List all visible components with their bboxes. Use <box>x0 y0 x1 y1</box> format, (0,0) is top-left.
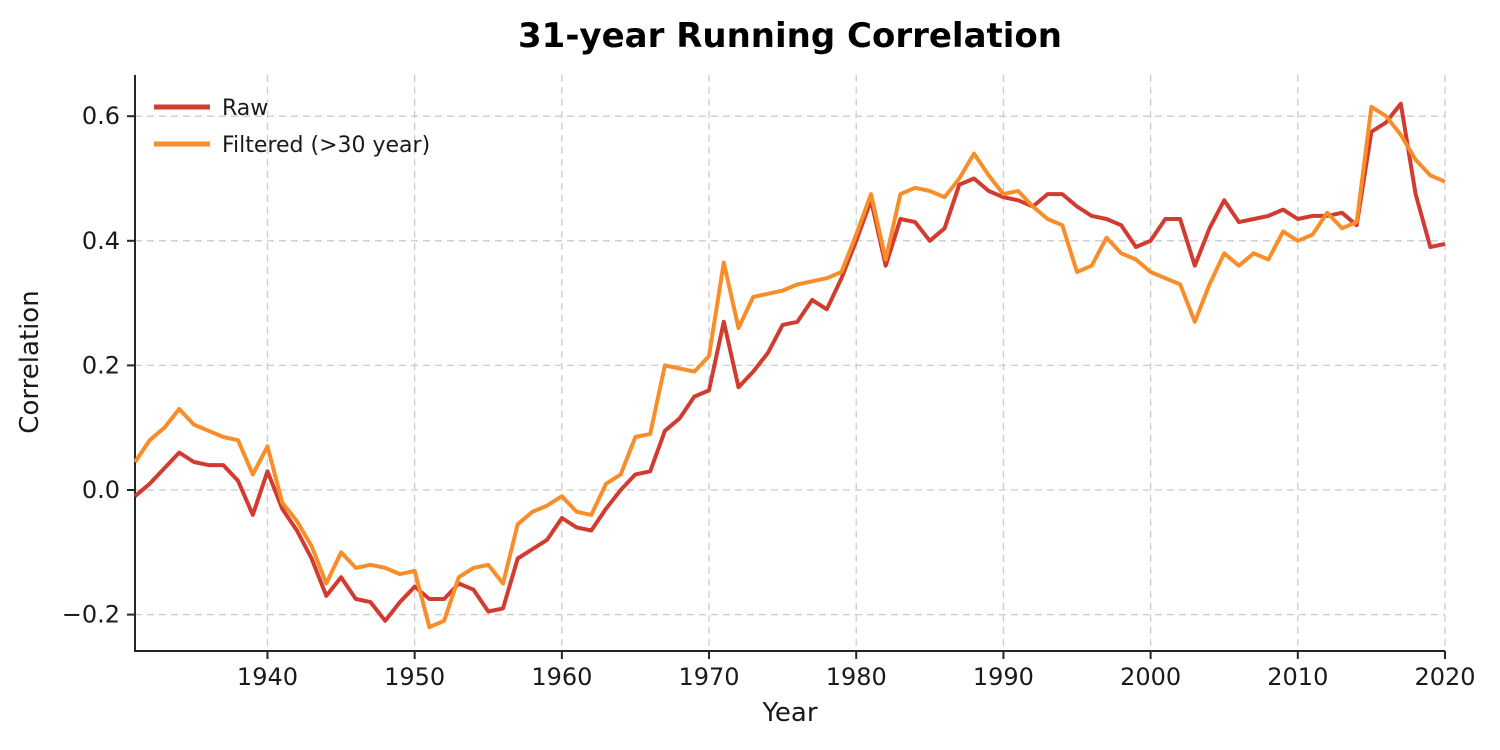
axes-spines <box>134 75 1445 652</box>
legend: Raw Filtered (>30 year) <box>154 96 430 158</box>
y-axis-label: Correlation <box>15 290 45 433</box>
x-axis-label: Year <box>761 698 817 728</box>
x-tick-label: 2010 <box>1267 663 1328 691</box>
y-tick-label: −0.2 <box>62 601 120 629</box>
x-tick-label: 2000 <box>1120 663 1181 691</box>
x-tick-label: 1970 <box>679 663 740 691</box>
data-series <box>133 101 1446 630</box>
tick-marks <box>127 115 1446 659</box>
x-tick-label: 2020 <box>1414 663 1475 691</box>
x-tick-label: 1940 <box>237 663 298 691</box>
y-tick-label: 0.6 <box>82 102 120 130</box>
y-tick-label: 0.4 <box>82 227 120 255</box>
x-tick-labels: 1940 1950 1960 1970 1980 1990 2000 2010 2020 <box>237 663 1476 691</box>
raw-series-line <box>133 101 1446 623</box>
gridlines <box>135 75 1446 651</box>
y-tick-label: 0.0 <box>82 476 120 504</box>
x-tick-label: 1950 <box>384 663 445 691</box>
x-tick-label: 1990 <box>973 663 1034 691</box>
x-tick-label: 1960 <box>531 663 592 691</box>
legend-raw-label: Raw <box>222 96 268 121</box>
x-tick-label: 1980 <box>826 663 887 691</box>
filtered-series-line <box>133 104 1446 630</box>
legend-filtered-label: Filtered (>30 year) <box>222 133 430 158</box>
y-tick-label: 0.2 <box>82 351 120 379</box>
chart-title: 31-year Running Correlation <box>518 16 1062 56</box>
y-tick-labels: −0.2 0.0 0.2 0.4 0.6 <box>62 102 120 628</box>
